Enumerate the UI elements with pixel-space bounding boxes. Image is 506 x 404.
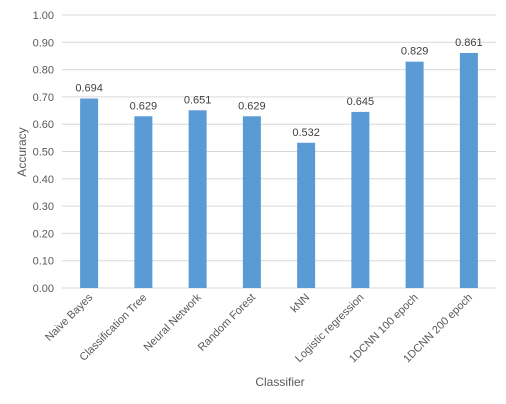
y-axis-title: Accuracy	[15, 127, 29, 176]
y-tick-label: 1.00	[33, 10, 54, 22]
bar	[351, 111, 370, 288]
y-tick-label: 0.70	[33, 92, 54, 104]
bars	[80, 52, 478, 289]
data-label: 0.651	[184, 94, 212, 106]
y-tick-label: 0.30	[33, 201, 54, 213]
y-tick-label: 0.90	[33, 37, 54, 49]
data-label: 0.829	[401, 46, 429, 58]
y-tick-label: 0.00	[33, 283, 54, 295]
y-tick-label: 0.80	[33, 65, 54, 77]
y-axis-ticks: 0.00 0.10 0.20 0.30 0.40 0.50 0.60 0.70 0.80 0.90…	[33, 10, 54, 295]
bar	[459, 52, 478, 289]
data-labels: 0.694 0.629 0.651 0.629 0.532 0.645 0.829 0.861	[75, 37, 482, 139]
bar	[188, 110, 207, 288]
x-axis-title: Classifier	[255, 375, 304, 389]
x-tick-label: Naive Bayes	[43, 291, 96, 344]
y-tick-label: 0.20	[33, 228, 54, 240]
y-tick-label: 0.40	[33, 174, 54, 186]
y-tick-label: 0.10	[33, 256, 54, 268]
x-tick-label: kNN	[289, 292, 313, 316]
y-tick-label: 0.60	[33, 119, 54, 131]
x-tick-label: Random Forest	[196, 292, 258, 354]
x-tick-label: Neural Network	[142, 291, 204, 353]
data-label: 0.645	[347, 96, 375, 108]
data-label: 0.629	[130, 100, 158, 112]
bar	[134, 116, 153, 289]
bar	[80, 98, 99, 289]
bar	[242, 116, 261, 289]
data-label: 0.694	[75, 83, 103, 95]
bar	[297, 142, 316, 288]
gridlines	[62, 14, 496, 289]
data-label: 0.532	[292, 127, 320, 139]
y-tick-label: 0.50	[33, 147, 54, 159]
data-label: 0.629	[238, 100, 266, 112]
data-label: 0.861	[455, 37, 483, 49]
bar	[405, 61, 424, 288]
